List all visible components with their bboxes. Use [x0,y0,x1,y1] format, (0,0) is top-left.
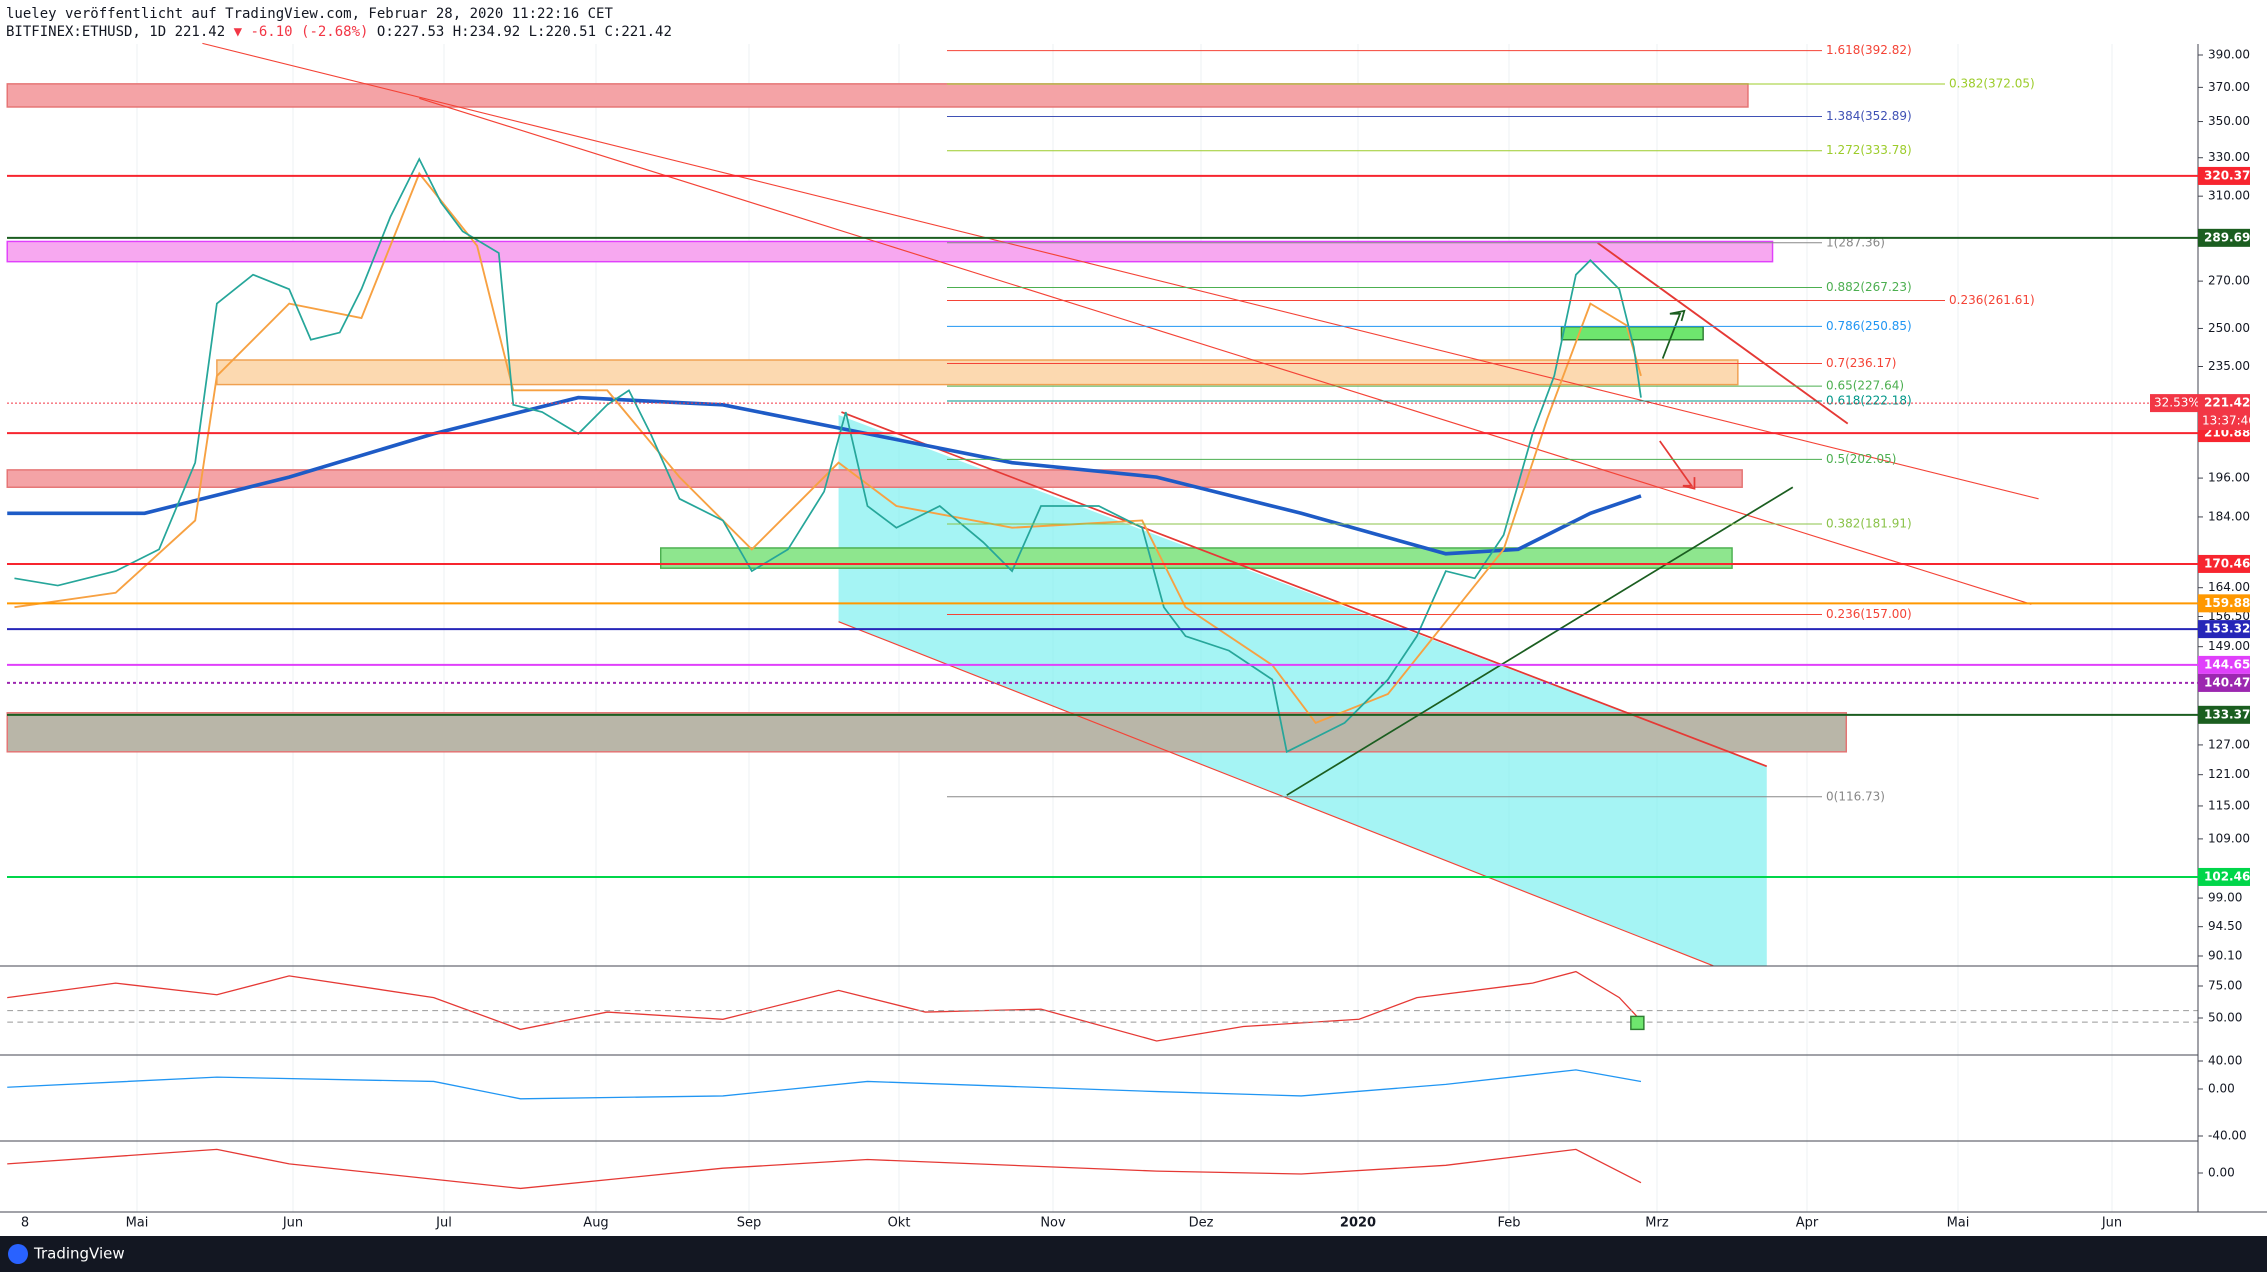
price-badge [2198,673,2250,692]
last-price-pct-bg [2150,394,2198,413]
price-tick-label: 390.00 [2208,48,2250,62]
time-label: Dez [1189,1216,1214,1231]
tradingview-logo [8,1244,28,1264]
footer-brand[interactable]: TradingView [33,1245,125,1263]
countdown: 13:37:46 [2202,414,2256,428]
price-tick-label: 196.00 [2208,471,2250,485]
price-badge [2198,228,2250,247]
price-badge [2198,867,2250,886]
time-label: Jun [282,1216,303,1231]
fib-label: 1.384(352.89) [1826,109,1912,123]
price-badge-label: 320.37 [2204,168,2250,182]
price-tick-label: 270.00 [2208,274,2250,288]
indicator-tick-label: -40.00 [2208,1129,2247,1143]
price-tick-label: 90.10 [2208,949,2242,963]
publisher: lueley veröffentlicht auf TradingView.co… [6,6,613,22]
fib-label: 0(116.73) [1826,789,1885,803]
fib-label: 0.236(157.00) [1826,607,1912,621]
time-label: Mai [1947,1216,1970,1231]
price-badge [2198,554,2250,573]
indicator-tick-label: 0.00 [2208,1166,2235,1180]
price-badge [2198,166,2250,185]
last-price-pct: 32.53% [2154,396,2200,410]
price-tick-label: 250.00 [2208,321,2250,335]
price-tick-label: 115.00 [2208,798,2250,812]
price-badge-label: 159.88 [2204,596,2250,610]
price-tick-label: 350.00 [2208,114,2250,128]
price-tick-label: 184.00 [2208,509,2250,523]
indicator-tick-label: 75.00 [2208,979,2242,993]
price-tick-label: 149.00 [2208,639,2250,653]
indicator-tick-label: 40.00 [2208,1054,2242,1068]
price-badge-label: 144.65 [2204,657,2250,671]
last-price-badge [2198,394,2250,431]
indicator-tick-label: 0.00 [2208,1082,2235,1096]
price-tick-label: 127.00 [2208,737,2250,751]
symbol-info: BITFINEX:ETHUSD, 1D 221.42 ▼ -6.10 (-2.6… [6,24,672,40]
price-badge [2198,655,2250,674]
price-tick-label: 99.00 [2208,891,2242,905]
price-tick-label: 370.00 [2208,80,2250,94]
ohlc: O:227.53 H:234.92 L:220.51 C:221.42 [377,24,672,40]
zones [6,42,2198,1190]
time-label: Jul [435,1216,452,1231]
symbol: BITFINEX:ETHUSD, 1D 221.42 [6,24,225,40]
price-badge-label: 133.37 [2204,707,2250,721]
time-label: Nov [1040,1216,1066,1231]
time-axis: 8 Mai Jun Jul Aug Sep Okt Nov Dez 2020 F… [21,1216,2122,1231]
time-label: Sep [737,1216,762,1231]
time-label: 8 [21,1216,29,1231]
time-label: Okt [888,1216,911,1231]
fib-label: 0.65(227.64) [1826,379,1904,393]
time-label: Jun [2101,1216,2122,1231]
price-tick-label: 310.00 [2208,189,2250,203]
time-label: 2020 [1340,1216,1376,1231]
price-badge [2198,705,2250,724]
time-label: Apr [1796,1216,1819,1231]
time-label: Aug [583,1216,608,1231]
time-label: Mrz [1645,1216,1669,1231]
change: ▼ -6.10 (-2.68%) [234,24,369,40]
price-tick-label: 121.00 [2208,767,2250,781]
fib-label: 0.5(202.05) [1826,452,1896,466]
price-badge-label: 140.47 [2204,675,2250,689]
price-tick-label: 156.50 [2208,609,2250,623]
fib-label: 0.382(372.05) [1949,76,2035,90]
price-tick-label: 330.00 [2208,150,2250,164]
fib-label: 0.786(250.85) [1826,319,1912,333]
time-label: Feb [1497,1216,1520,1231]
price-badge [2198,620,2250,639]
price-tick-label: 235.00 [2208,359,2250,373]
fib-label: 1.272(333.78) [1826,143,1912,157]
last-price-label: 221.42 [2204,396,2250,410]
footer-bar [0,1236,2267,1272]
fib-label: 0.882(267.23) [1826,280,1912,294]
price-badge-label: 289.69 [2204,230,2250,244]
price-tick-label: 164.00 [2208,580,2250,594]
price-tick-label: 94.50 [2208,919,2242,933]
fib-label: 0.618(222.18) [1826,393,1912,407]
price-badge-label: 153.32 [2204,622,2250,636]
indicator-tick-label: 50.00 [2208,1011,2242,1025]
fib-label: 0.382(181.91) [1826,516,1912,530]
time-label: Mai [126,1216,149,1231]
fib-label: 1.618(392.82) [1826,43,1912,57]
price-badge-label: 102.46 [2204,869,2250,883]
fib-label: 0.7(236.17) [1826,356,1896,370]
price-badge-label: 170.46 [2204,556,2250,570]
price-tick-label: 109.00 [2208,831,2250,845]
price-badge [2198,594,2250,613]
fib-label: 0.236(261.61) [1949,293,2035,307]
